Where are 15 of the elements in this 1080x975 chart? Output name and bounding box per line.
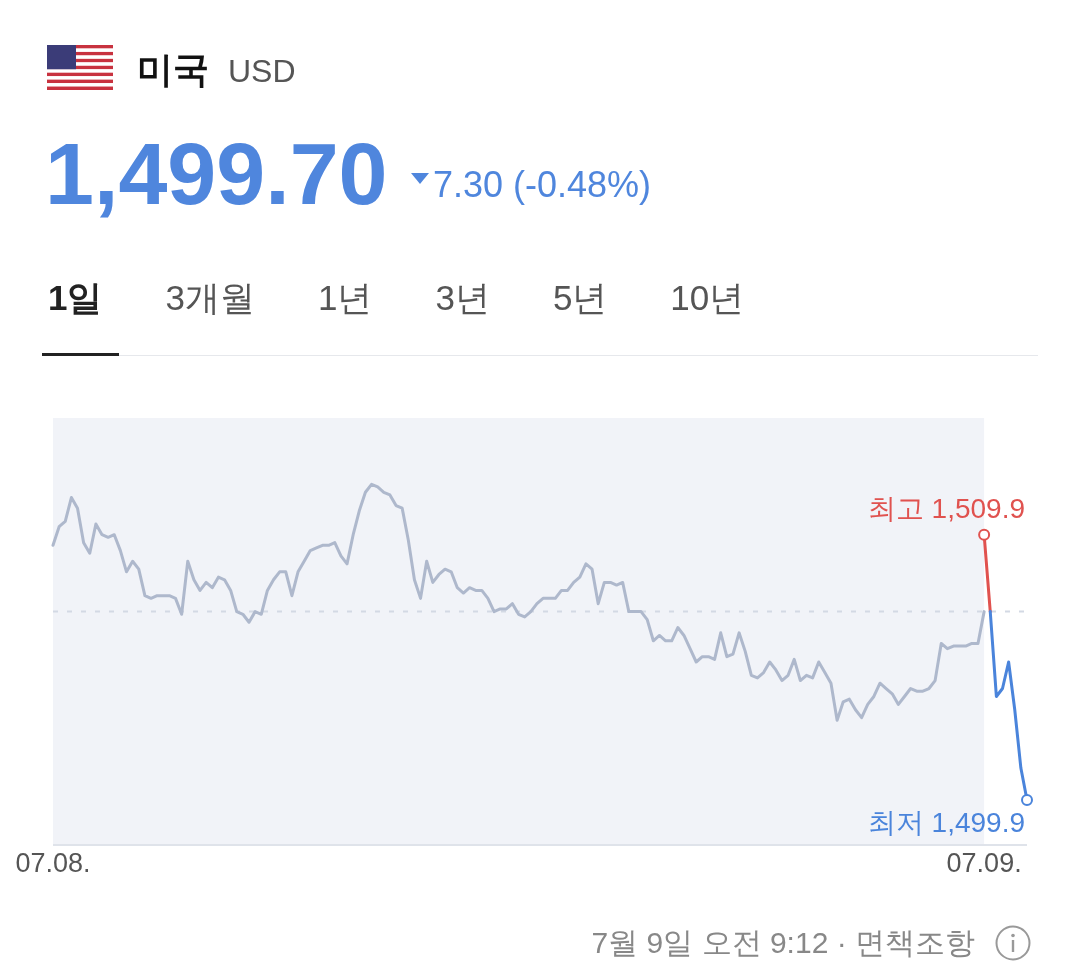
text: 1년 xyxy=(316,278,374,317)
text: 1일 xyxy=(47,278,104,317)
text: 7.30 (-0.48%) xyxy=(433,164,652,205)
chart-subtitle: USD xyxy=(228,53,296,89)
x-tick-label: 07.08. xyxy=(15,848,91,879)
data-label: 최저 1,499.9 xyxy=(867,806,1025,838)
x-tick-label: 07.09. xyxy=(946,848,1022,879)
text: 5년 xyxy=(551,278,609,317)
text: 3년 xyxy=(434,278,491,317)
text: 10년 xyxy=(669,278,746,317)
text: 7월 9일 오전 9:12 · 면책조항 xyxy=(590,926,975,959)
chart-title: 미국 xyxy=(137,49,209,90)
text: 3개월 xyxy=(164,278,256,317)
text: 1,499.70 xyxy=(45,124,388,223)
data-label: 최고 1,509.9 xyxy=(867,492,1025,524)
